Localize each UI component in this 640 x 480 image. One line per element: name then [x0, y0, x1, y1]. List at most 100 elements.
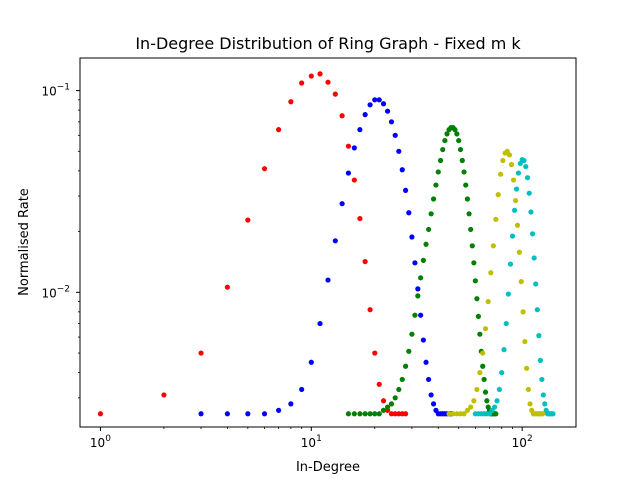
data-point — [491, 404, 498, 410]
data-point — [317, 320, 323, 327]
data-point — [507, 261, 514, 267]
data-point — [402, 363, 409, 369]
data-point — [454, 131, 460, 137]
data-point — [516, 249, 522, 255]
data-point — [288, 401, 294, 407]
data-point — [475, 313, 481, 319]
data-point — [161, 392, 167, 398]
data-point — [472, 278, 478, 284]
y-tick-base: 10 — [41, 286, 56, 300]
data-point — [420, 337, 426, 343]
data-point — [477, 370, 483, 376]
data-point — [446, 411, 452, 417]
data-point — [308, 359, 314, 365]
data-point — [452, 127, 458, 133]
data-point — [464, 407, 471, 413]
data-point — [224, 411, 230, 417]
x-tick-label: 100 — [90, 434, 111, 450]
data-point — [415, 286, 421, 292]
series-4 — [446, 148, 546, 417]
data-point — [456, 137, 462, 144]
data-point — [522, 338, 528, 345]
data-point — [525, 386, 531, 393]
data-point — [517, 160, 523, 167]
data-point — [536, 333, 542, 339]
data-point — [412, 260, 418, 266]
data-point — [388, 119, 395, 125]
data-point — [484, 398, 490, 404]
data-point — [362, 112, 368, 118]
plot-area — [80, 58, 576, 427]
data-point — [520, 309, 526, 315]
series-5 — [472, 156, 556, 417]
series-1 — [97, 71, 409, 417]
data-point — [388, 411, 395, 417]
data-point — [245, 217, 251, 223]
data-point — [531, 255, 537, 261]
data-point — [550, 411, 556, 417]
data-point — [539, 376, 545, 383]
data-point — [351, 411, 357, 417]
data-point — [524, 175, 531, 181]
data-point — [444, 131, 450, 137]
data-point — [463, 182, 469, 188]
data-point — [198, 411, 204, 417]
data-point — [468, 226, 474, 233]
data-point — [511, 207, 518, 213]
chart-title: In-Degree Distribution of Ring Graph - F… — [135, 34, 521, 53]
data-point — [533, 281, 539, 287]
y-tick-exponent: −2 — [57, 284, 70, 294]
data-point — [482, 326, 489, 332]
data-point — [308, 73, 314, 79]
data-point — [376, 411, 382, 417]
y-axis-label: Normalised Rate — [17, 188, 32, 296]
data-point — [406, 210, 412, 216]
data-point — [529, 231, 536, 237]
data-point — [372, 411, 378, 417]
data-point — [480, 363, 486, 369]
data-point — [435, 169, 441, 175]
data-point — [332, 238, 338, 244]
y-tick-base: 10 — [41, 85, 56, 99]
data-point — [406, 348, 412, 354]
data-point — [527, 401, 533, 407]
data-point — [351, 145, 357, 151]
data-point — [412, 312, 418, 318]
x-tick-label: 102 — [512, 434, 533, 450]
data-point — [537, 357, 543, 363]
data-point — [418, 275, 424, 281]
data-point — [288, 99, 294, 105]
data-point — [276, 407, 282, 413]
data-point — [496, 386, 503, 393]
data-point — [402, 187, 409, 193]
data-point — [461, 169, 467, 175]
data-point — [454, 411, 460, 417]
data-point — [514, 222, 521, 228]
data-point — [524, 365, 530, 371]
data-point — [428, 392, 434, 398]
data-point — [415, 293, 421, 299]
y-tick-exponent: −1 — [57, 83, 70, 93]
data-point — [500, 157, 506, 164]
data-point — [505, 291, 511, 297]
data-point — [392, 132, 398, 138]
data-point — [512, 197, 519, 204]
data-point — [276, 127, 282, 133]
data-point — [384, 108, 391, 114]
data-point — [457, 146, 464, 153]
data-point — [420, 257, 426, 263]
data-point — [506, 152, 513, 158]
data-point — [299, 386, 305, 393]
data-point — [442, 137, 448, 144]
data-point — [380, 101, 387, 107]
data-point — [351, 177, 357, 183]
data-point — [466, 211, 472, 217]
data-point — [471, 398, 477, 404]
data-point — [488, 270, 494, 276]
data-point — [503, 320, 509, 327]
data-point — [396, 148, 402, 154]
data-point — [518, 279, 524, 285]
data-point — [433, 182, 439, 188]
data-point — [471, 260, 477, 266]
